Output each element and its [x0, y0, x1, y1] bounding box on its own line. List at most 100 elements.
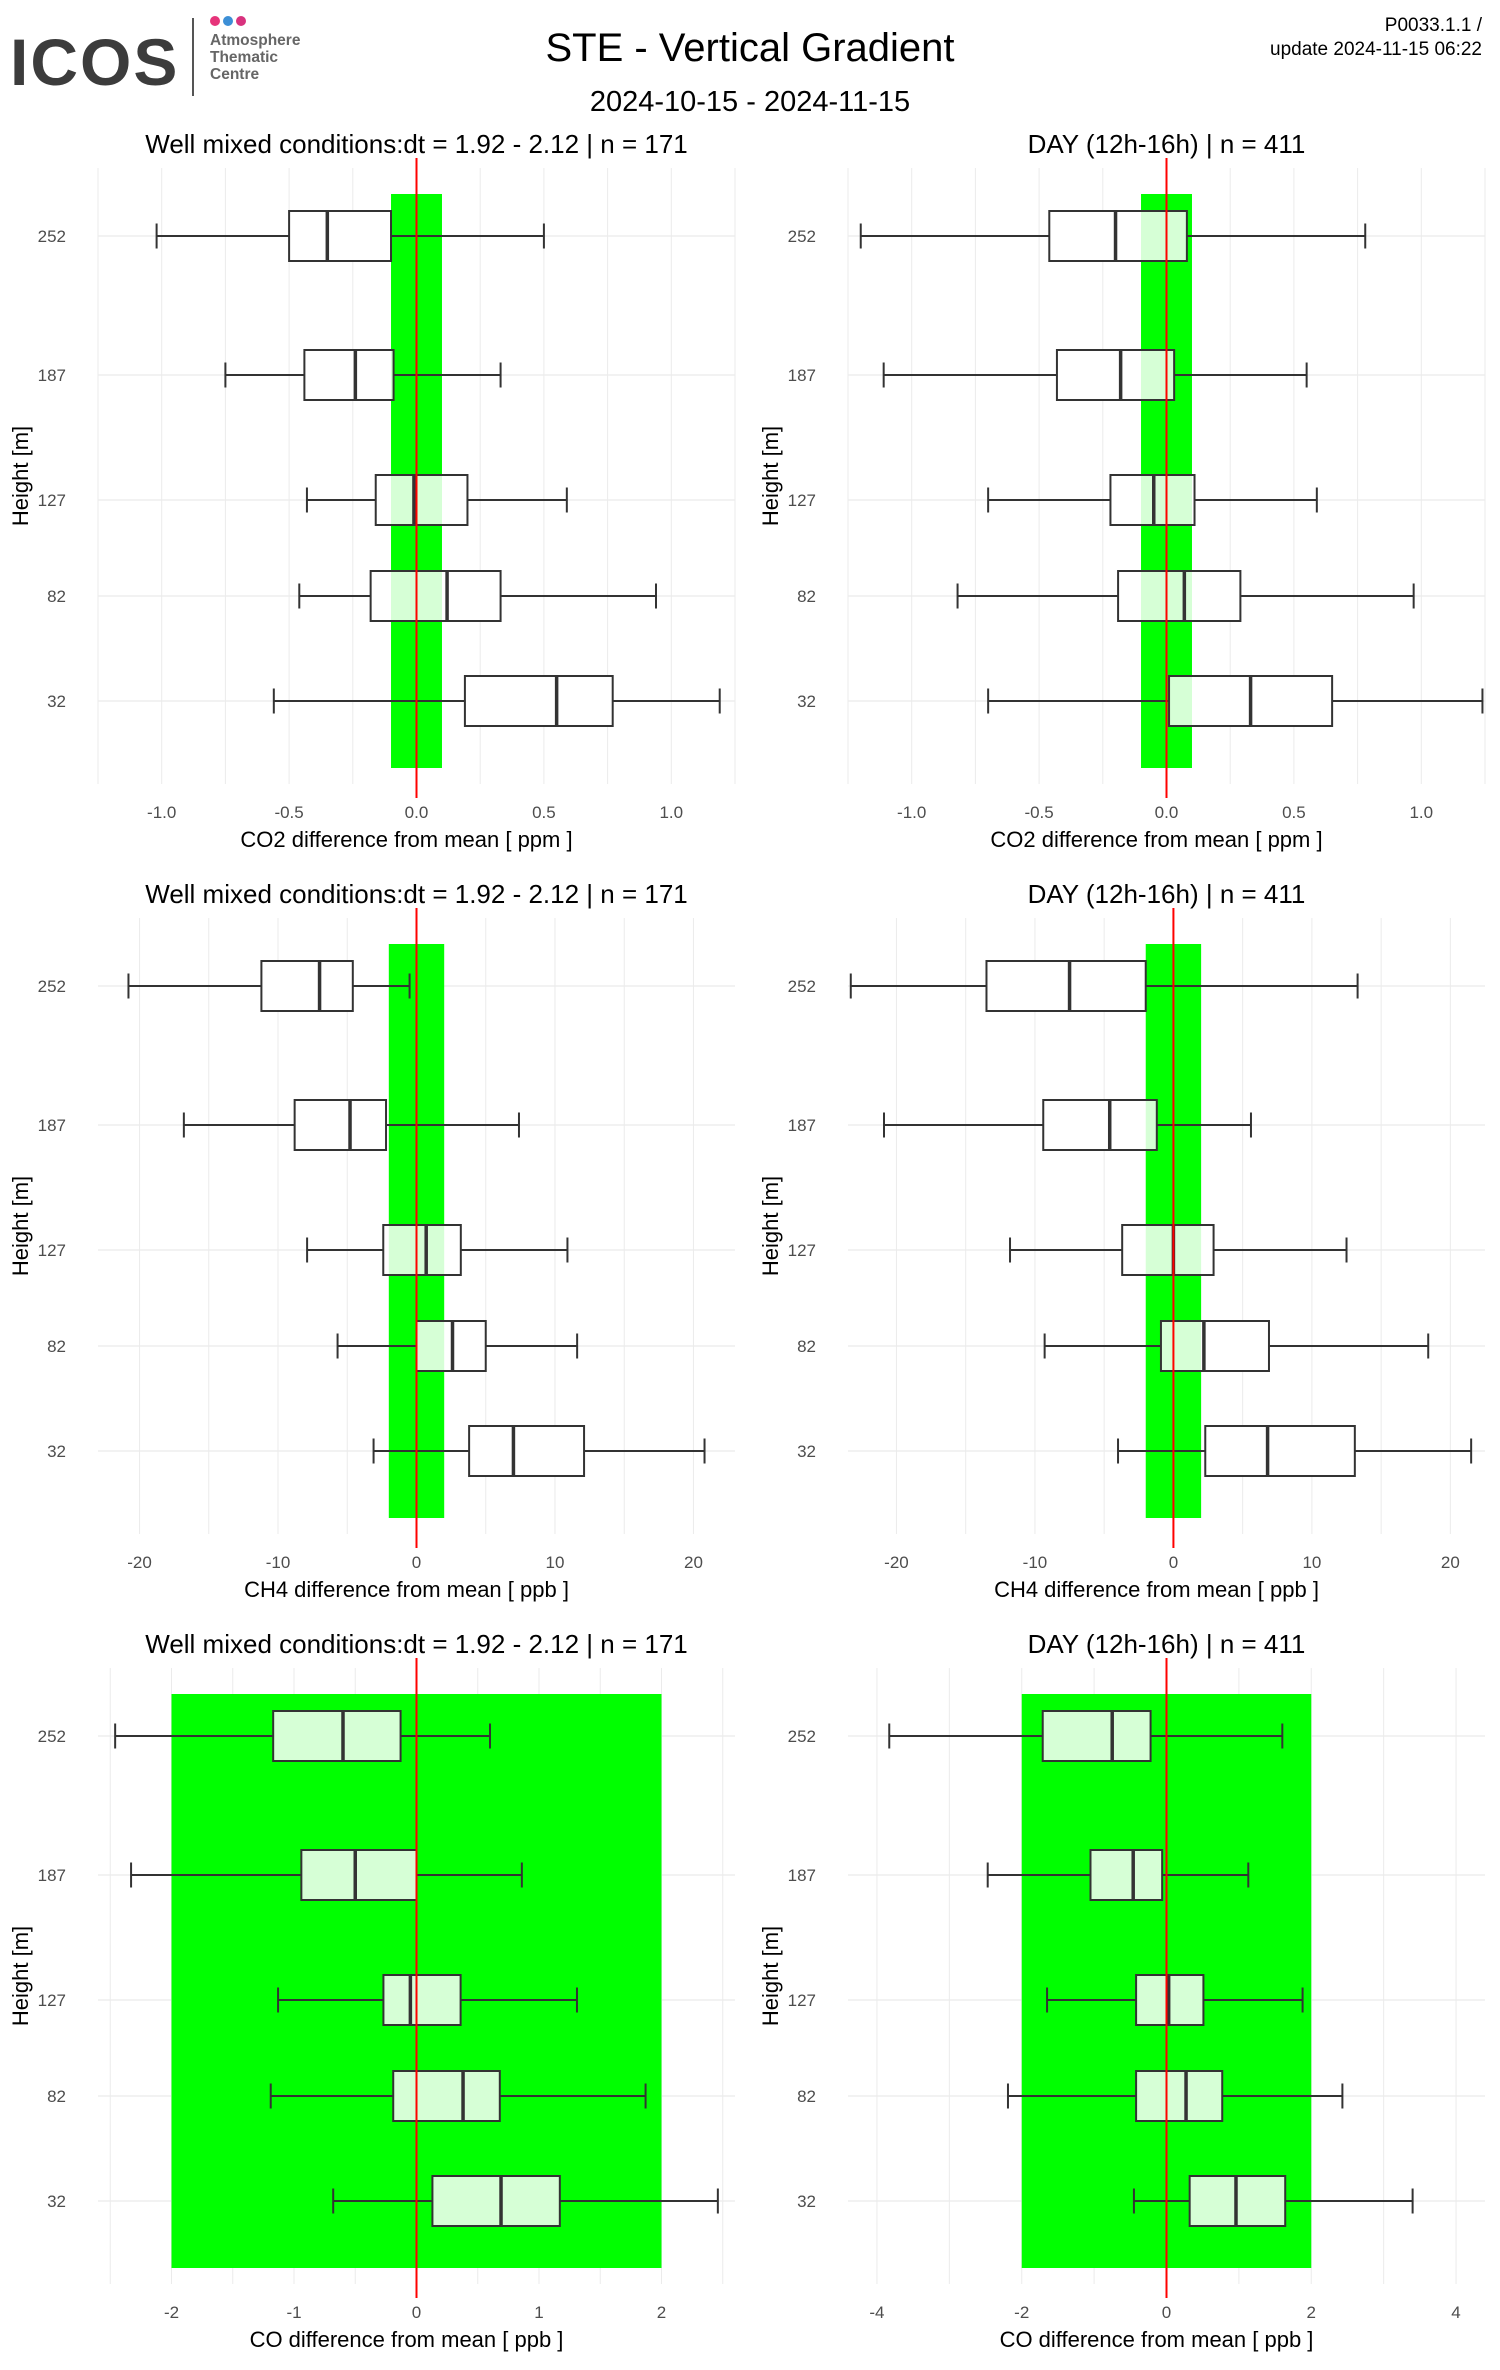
- box-fill-in-band: [393, 2071, 500, 2121]
- y-axis-label: Height [m]: [8, 1176, 33, 1276]
- x-tick-label: 2: [1307, 2303, 1316, 2322]
- box-127: [306, 1224, 569, 1276]
- box-outline: [303, 349, 395, 401]
- box-outline: [431, 2175, 561, 2227]
- x-tick-label: -20: [127, 1553, 152, 1572]
- box-outline: [468, 1425, 586, 1477]
- x-tick-label: 0.5: [1282, 803, 1306, 822]
- y-tick-label: 187: [788, 1866, 816, 1885]
- box-outline: [1055, 349, 1176, 401]
- box-outline: [288, 210, 393, 262]
- box-outline: [1204, 1425, 1356, 1477]
- box-252: [849, 960, 1359, 1012]
- page-title: STE - Vertical Gradient: [545, 26, 955, 70]
- logo-subtitle-line-1: Atmosphere: [210, 32, 301, 49]
- box-outline: [985, 960, 1147, 1012]
- y-tick-label: 32: [47, 2192, 66, 2211]
- logo-divider: [192, 18, 194, 96]
- x-tick-label: 10: [1302, 1553, 1321, 1572]
- version-label: P0033.1.1 /: [1384, 15, 1482, 36]
- logo-dot-3: [236, 16, 246, 26]
- box-fill: [1043, 1100, 1157, 1150]
- chart-title: DAY (12h-16h) | n = 411: [1028, 1629, 1306, 1659]
- box-127: [987, 474, 1318, 526]
- y-tick-label: 32: [797, 1442, 816, 1461]
- box-82: [1043, 1320, 1430, 1372]
- y-tick-label: 127: [38, 1241, 66, 1260]
- box-32: [372, 1425, 706, 1477]
- box-outline: [1041, 1710, 1152, 1762]
- y-tick-label: 82: [47, 587, 66, 606]
- box-outline: [382, 1974, 462, 2026]
- box-252: [859, 210, 1367, 262]
- x-tick-label: -4: [869, 2303, 884, 2322]
- x-tick-label: 2: [657, 2303, 666, 2322]
- x-tick-label: -0.5: [274, 803, 303, 822]
- box-fill: [986, 961, 1146, 1011]
- x-tick-label: -20: [884, 1553, 909, 1572]
- box-outline: [1089, 1849, 1164, 1901]
- box-fill-in-band: [1136, 2071, 1223, 2121]
- box-fill: [464, 676, 613, 726]
- box-outline: [382, 1224, 462, 1276]
- y-axis-label: Height [m]: [758, 1176, 783, 1276]
- y-tick-label: 252: [788, 227, 816, 246]
- x-tick-label: 4: [1451, 2303, 1460, 2322]
- box-outline: [463, 675, 614, 727]
- x-tick-label: 20: [1441, 1553, 1460, 1572]
- chart-co-well-mixed: Well mixed conditions:dt = 1.92 - 2.12 |…: [0, 1620, 750, 2370]
- box-32: [1132, 2175, 1414, 2227]
- chart-title: DAY (12h-16h) | n = 411: [1028, 879, 1306, 909]
- box-outline: [1135, 2070, 1224, 2122]
- logo-subtitle: Atmosphere Thematic Centre: [210, 32, 350, 83]
- y-axis-label: Height [m]: [8, 1926, 33, 2026]
- box-fill: [294, 1100, 387, 1150]
- box-127: [305, 474, 568, 526]
- x-axis-label: CO2 difference from mean [ ppm ]: [240, 827, 572, 852]
- box-32: [1117, 1425, 1473, 1477]
- box-252: [155, 210, 545, 262]
- y-tick-label: 82: [47, 2087, 66, 2106]
- box-252: [114, 1710, 491, 1762]
- x-tick-label: 0: [412, 1553, 421, 1572]
- logo-dot-2: [223, 16, 233, 26]
- x-tick-label: -1: [286, 2303, 301, 2322]
- box-32: [272, 675, 721, 727]
- box-fill-in-band: [1141, 350, 1175, 400]
- y-tick-label: 252: [38, 1727, 66, 1746]
- x-tick-label: -1.0: [147, 803, 176, 822]
- logo-dot-1: [210, 16, 220, 26]
- x-tick-label: 1: [534, 2303, 543, 2322]
- box-32: [332, 2175, 719, 2227]
- y-tick-label: 187: [38, 1116, 66, 1135]
- box-127: [1009, 1224, 1348, 1276]
- box-fill: [304, 350, 394, 400]
- y-tick-label: 32: [797, 692, 816, 711]
- version-info: P0033.1.1 / update 2024-11-15 06:22: [1270, 14, 1482, 62]
- y-tick-label: 252: [38, 977, 66, 996]
- y-tick-label: 32: [797, 2192, 816, 2211]
- y-tick-label: 127: [788, 1991, 816, 2010]
- box-fill-in-band: [1160, 1321, 1202, 1371]
- y-tick-label: 252: [38, 227, 66, 246]
- x-tick-label: 10: [546, 1553, 565, 1572]
- x-tick-label: -2: [164, 2303, 179, 2322]
- icos-logo: ICOS Atmosphere Thematic Centre: [10, 14, 330, 104]
- x-tick-label: 1.0: [1409, 803, 1433, 822]
- box-252: [127, 960, 411, 1012]
- x-axis-label: CO2 difference from mean [ ppm ]: [990, 827, 1322, 852]
- y-tick-label: 82: [797, 587, 816, 606]
- logo-text: ICOS: [10, 25, 180, 99]
- box-187: [883, 1099, 1252, 1151]
- box-82: [956, 570, 1415, 622]
- box-fill: [261, 961, 353, 1011]
- box-fill-in-band: [1042, 1711, 1151, 1761]
- x-tick-label: -10: [1023, 1553, 1048, 1572]
- box-82: [1006, 2070, 1344, 2122]
- box-187: [182, 1099, 520, 1151]
- update-timestamp: update 2024-11-15 06:22: [1270, 39, 1482, 60]
- box-fill: [469, 1426, 585, 1476]
- x-tick-label: 0.5: [532, 803, 556, 822]
- box-82: [336, 1320, 579, 1372]
- chart-co2-day: DAY (12h-16h) | n = 411 252 187 127 82 32 -1.0…: [750, 120, 1500, 870]
